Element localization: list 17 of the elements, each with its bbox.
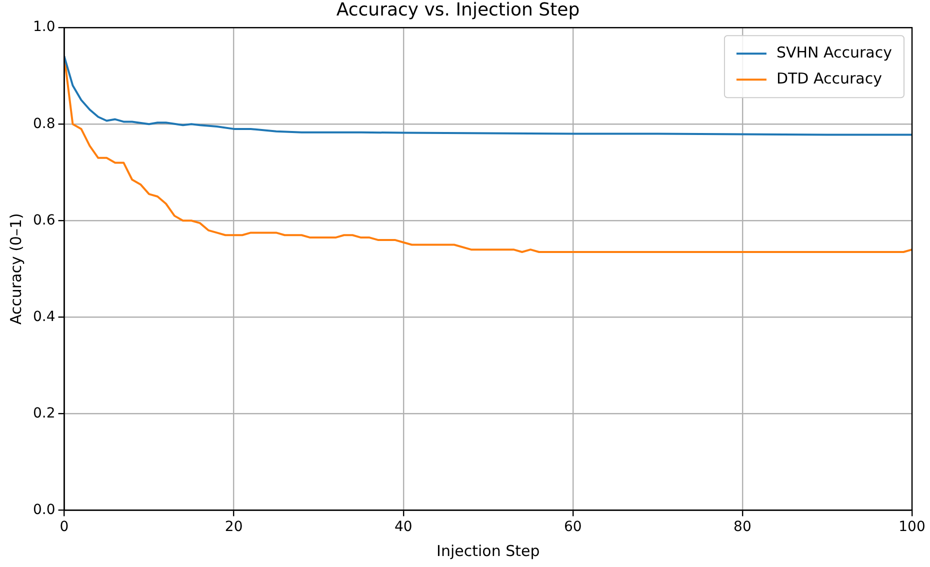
y-tick-label: 0.0 [33,502,56,518]
y-tick-label: 0.2 [33,405,56,422]
x-tick-label: 80 [734,519,752,536]
chart-title: Accuracy vs. Injection Step [336,0,580,20]
y-axis-title: Accuracy (0–1) [6,213,25,325]
y-tick-label: 0.8 [33,116,56,132]
x-axis-title: Injection Step [436,542,540,560]
legend-label: DTD Accuracy [776,69,882,88]
legend-label: SVHN Accuracy [776,43,892,62]
y-tick-label: 0.6 [33,212,56,228]
x-tick-label: 100 [898,519,926,536]
x-tick-label: 20 [224,519,243,536]
x-tick-label: 40 [394,519,412,536]
y-tick-label: 1.0 [33,19,56,36]
x-tick-label: 0 [60,519,69,536]
x-tick-label: 60 [564,519,582,536]
y-tick-label: 0.4 [33,308,56,325]
